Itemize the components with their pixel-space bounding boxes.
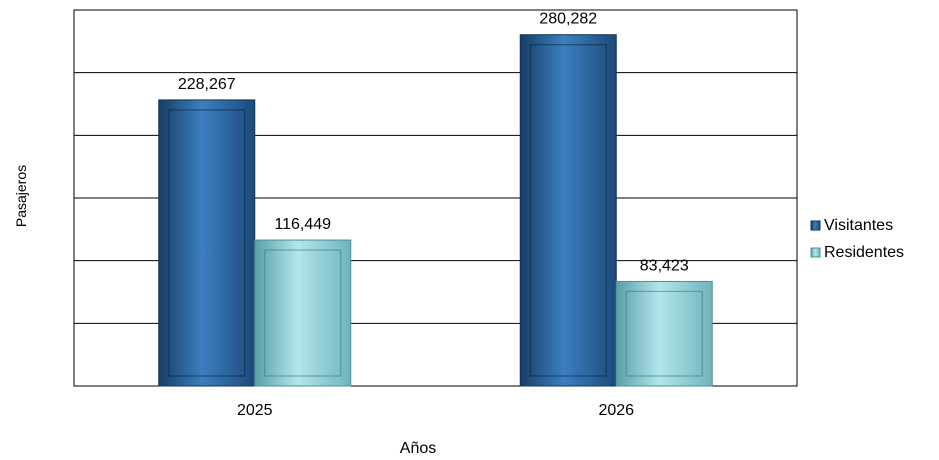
plot-area xyxy=(73,9,798,387)
bar xyxy=(158,99,256,387)
bar xyxy=(254,239,352,387)
bar xyxy=(615,280,713,387)
bar-bevel xyxy=(625,290,703,377)
bar-residentes-2026 xyxy=(615,280,713,387)
bar xyxy=(519,34,617,387)
y-axis-label: Pasajeros xyxy=(13,165,29,227)
x-axis-label: Años xyxy=(400,440,436,455)
data-labels: 228,267 116,449 280,282 83,423 xyxy=(178,11,689,275)
bar-bevel xyxy=(168,109,246,377)
data-label: 228,267 xyxy=(178,76,236,93)
data-label: 280,282 xyxy=(539,11,597,28)
legend: Visitantes Residentes xyxy=(810,217,904,261)
x-tick-label: 2025 xyxy=(237,402,273,419)
legend-label-visitantes: Visitantes xyxy=(824,217,893,234)
x-tick-label: 2026 xyxy=(598,402,634,419)
legend-label-residentes: Residentes xyxy=(824,244,904,261)
bar-bevel xyxy=(529,44,607,377)
bar-visitantes-2025 xyxy=(158,99,256,387)
bars xyxy=(158,34,713,387)
bar-visitantes-2026 xyxy=(519,34,617,387)
bar-residentes-2025 xyxy=(254,239,352,387)
legend-swatch-residentes xyxy=(810,247,821,258)
x-tick-labels: 2025 2026 xyxy=(237,402,634,419)
data-label: 116,449 xyxy=(274,216,331,233)
legend-swatch-visitantes xyxy=(810,220,821,231)
bar-bevel xyxy=(264,249,342,377)
data-label: 83,423 xyxy=(640,257,689,274)
